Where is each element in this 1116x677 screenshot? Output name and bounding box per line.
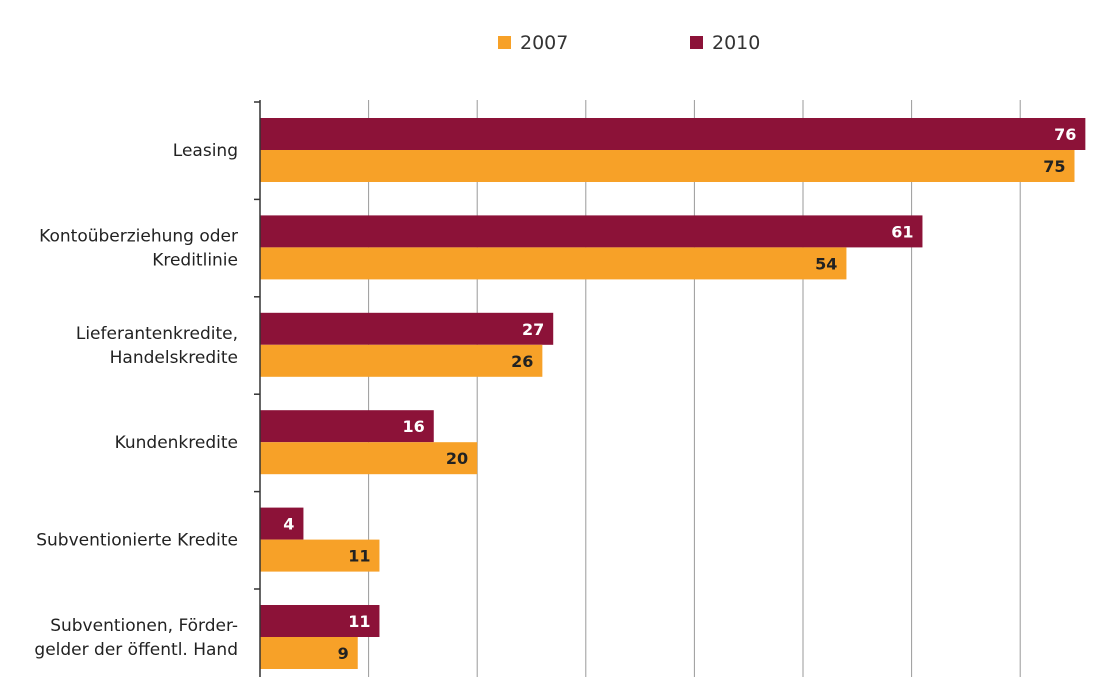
category-label: Subventionierte Kredite [36, 531, 238, 551]
bar-2010 [260, 410, 434, 443]
gridlines [368, 100, 1021, 677]
bar-2007 [260, 539, 380, 572]
category-label: Leasing [173, 141, 238, 161]
data-label-2010: 11 [348, 612, 370, 631]
data-label-2007: 11 [348, 547, 370, 566]
bar-2010 [260, 312, 554, 345]
data-label-2007: 26 [511, 352, 533, 371]
legend: 2007 2010 [498, 32, 760, 54]
bar-2007 [260, 637, 358, 669]
data-label-2007: 9 [338, 644, 349, 663]
legend-label-2010: 2010 [712, 32, 760, 54]
category-label: gelder der öffentl. Hand [34, 640, 238, 660]
category-label: Kreditlinie [152, 250, 238, 270]
category-label: Kontoüberziehung oder [39, 226, 238, 246]
bar-2007 [260, 247, 847, 280]
category-label: Lieferantenkredite, [76, 324, 238, 344]
bar-2010 [260, 507, 304, 540]
data-label-2010: 16 [402, 417, 424, 436]
legend-swatch-2010 [690, 36, 703, 49]
data-label-2007: 75 [1043, 157, 1065, 176]
bar-2007 [260, 150, 1075, 182]
category-label: Kundenkredite [115, 433, 238, 453]
data-label-2007: 20 [446, 449, 468, 468]
data-label-2010: 4 [283, 515, 294, 534]
bar-2007 [260, 442, 478, 475]
category-label: Subventionen, Förder- [50, 616, 238, 636]
category-labels: Leasing Kontoüberziehung oder Kreditlinie L… [34, 141, 238, 660]
bar-2010 [260, 605, 380, 637]
data-label-2007: 54 [815, 254, 837, 273]
bars: 76 75 61 54 27 26 16 20 4 11 11 9 [260, 118, 1086, 669]
legend-swatch-2007 [498, 36, 511, 49]
bar-2010 [260, 215, 923, 248]
bar-2007 [260, 344, 543, 377]
data-label-2010: 76 [1054, 125, 1076, 144]
category-label: Handelskredite [110, 348, 238, 368]
data-label-2010: 61 [891, 222, 913, 241]
data-label-2010: 27 [522, 320, 544, 339]
legend-label-2007: 2007 [520, 32, 568, 54]
y-axis [254, 100, 261, 677]
bar-2010 [260, 118, 1086, 150]
